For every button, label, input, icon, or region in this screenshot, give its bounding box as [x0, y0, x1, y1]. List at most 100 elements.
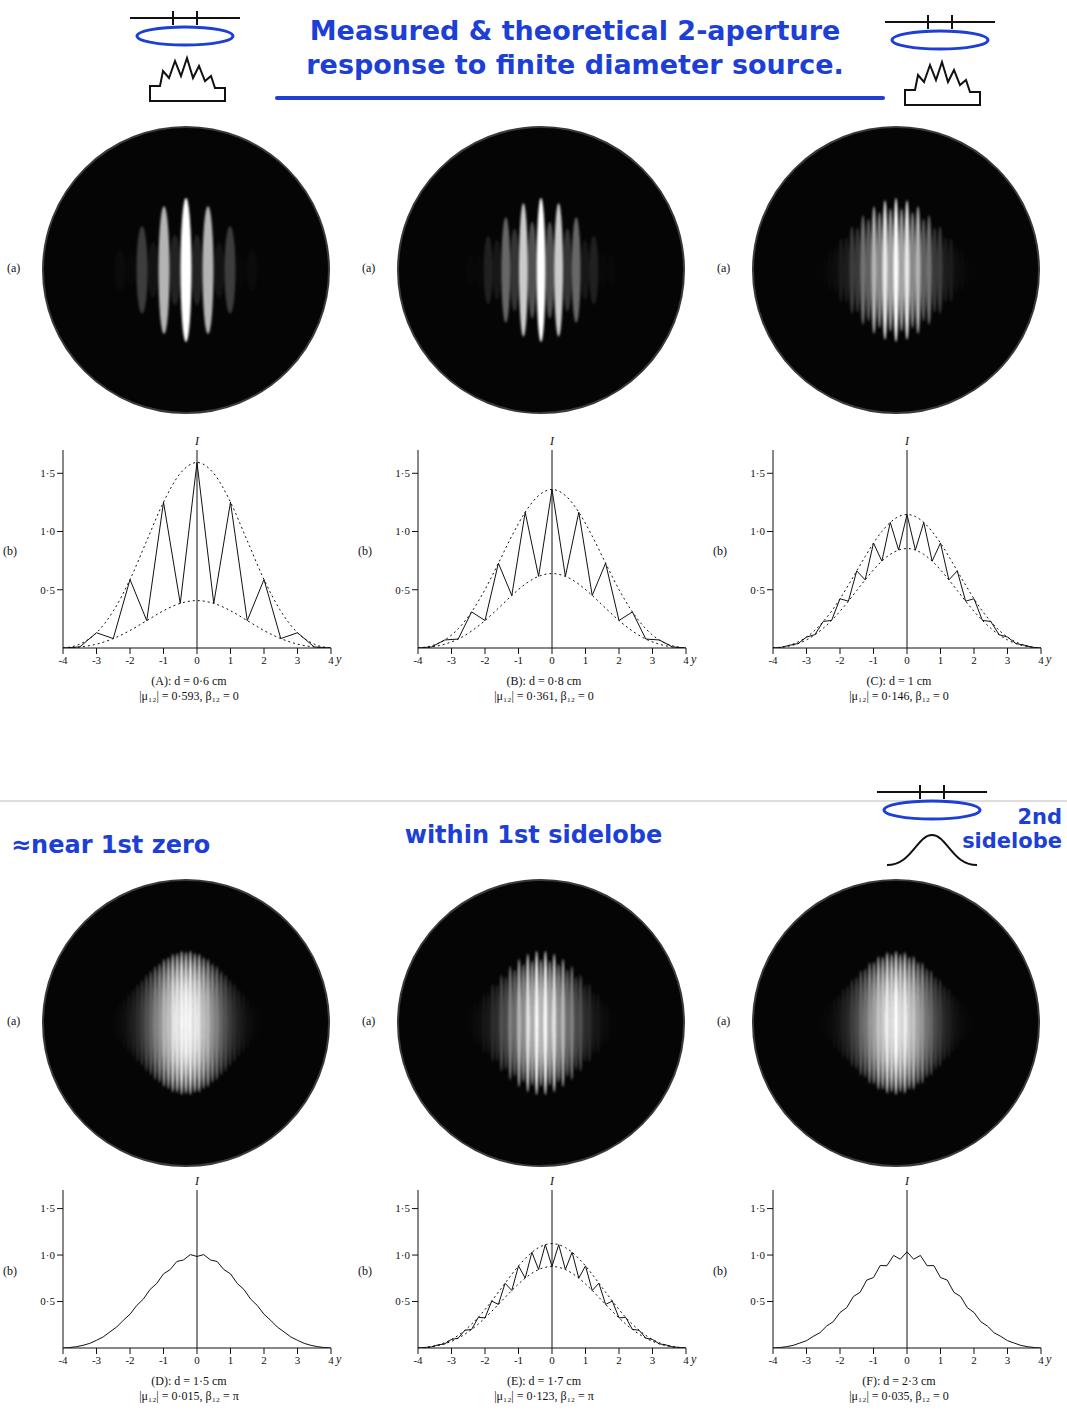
html-text:|μ₁₂| = 0·146, β₁₂ = 0: |μ₁₂| = 0·146, β₁₂ = 0: [849, 689, 949, 703]
svg-text:1: 1: [228, 1354, 234, 1366]
svg-text:2: 2: [261, 1354, 267, 1366]
svg-text:-4: -4: [58, 654, 68, 666]
html-text:(b): (b): [358, 544, 372, 558]
svg-text:3: 3: [650, 654, 656, 666]
svg-text:0·5: 0·5: [40, 1295, 55, 1307]
svg-text:0·5: 0·5: [395, 1295, 410, 1307]
svg-text:-4: -4: [768, 1354, 778, 1366]
svg-text:2: 2: [971, 654, 977, 666]
svg-text:-1: -1: [514, 654, 523, 666]
svg-text:1: 1: [583, 1354, 589, 1366]
svg-text:0·5: 0·5: [40, 584, 55, 596]
svg-text:-1: -1: [159, 1354, 168, 1366]
svg-text:2: 2: [261, 654, 267, 666]
svg-text:I: I: [549, 1174, 555, 1188]
svg-text:0: 0: [194, 1354, 200, 1366]
html-text:≈near 1st zero: ≈near 1st zero: [11, 831, 211, 859]
svg-text:1·5: 1·5: [40, 467, 55, 479]
svg-text:2: 2: [971, 1354, 977, 1366]
svg-text:2: 2: [616, 1354, 622, 1366]
svg-text:-2: -2: [835, 1354, 844, 1366]
svg-text:y: y: [690, 652, 697, 666]
svg-text:4: 4: [328, 654, 334, 666]
svg-text:1·5: 1·5: [395, 467, 410, 479]
svg-text:-2: -2: [835, 654, 844, 666]
svg-text:y: y: [335, 1352, 342, 1366]
svg-text:I: I: [904, 434, 910, 448]
svg-text:4: 4: [1038, 1354, 1044, 1366]
svg-text:-4: -4: [58, 1354, 68, 1366]
html-text:(a): (a): [362, 261, 376, 275]
svg-text:-1: -1: [869, 1354, 878, 1366]
svg-text:0: 0: [549, 654, 555, 666]
svg-text:1: 1: [583, 654, 589, 666]
svg-text:1·0: 1·0: [395, 1249, 410, 1261]
svg-text:y: y: [1045, 652, 1052, 666]
svg-text:-1: -1: [159, 654, 168, 666]
svg-text:y: y: [690, 1352, 697, 1366]
svg-text:1·5: 1·5: [750, 1202, 765, 1214]
svg-text:I: I: [549, 434, 555, 448]
svg-text:1·0: 1·0: [750, 1249, 765, 1261]
svg-text:4: 4: [683, 1354, 689, 1366]
svg-text:-2: -2: [480, 1354, 489, 1366]
svg-text:0: 0: [904, 1354, 910, 1366]
svg-text:-2: -2: [125, 654, 134, 666]
svg-text:4: 4: [1038, 654, 1044, 666]
svg-text:1: 1: [938, 654, 944, 666]
svg-text:-3: -3: [802, 1354, 812, 1366]
svg-text:I: I: [904, 1174, 910, 1188]
html-text:(a): (a): [717, 261, 731, 275]
html-text:|μ₁₂| = 0·593, β₁₂ = 0: |μ₁₂| = 0·593, β₁₂ = 0: [139, 689, 239, 703]
html-text:(B): d = 0·8 cm: (B): d = 0·8 cm: [506, 674, 582, 688]
svg-text:-3: -3: [92, 1354, 102, 1366]
svg-text:3: 3: [650, 1354, 656, 1366]
html-text:(A): d = 0·6 cm: (A): d = 0·6 cm: [151, 674, 227, 688]
html-text:(a): (a): [7, 261, 21, 275]
svg-text:0: 0: [549, 1354, 555, 1366]
svg-text:-3: -3: [92, 654, 102, 666]
svg-text:-3: -3: [447, 1354, 457, 1366]
svg-text:0·5: 0·5: [750, 1295, 765, 1307]
svg-text:-2: -2: [125, 1354, 134, 1366]
svg-text:0: 0: [194, 654, 200, 666]
svg-text:4: 4: [328, 1354, 334, 1366]
svg-text:-2: -2: [480, 654, 489, 666]
svg-text:-1: -1: [869, 654, 878, 666]
svg-text:0: 0: [904, 654, 910, 666]
svg-text:3: 3: [1005, 654, 1011, 666]
html-text:Measured & theoretical 2-apert: Measured & theoretical 2-aperture respon…: [306, 15, 844, 80]
svg-text:-4: -4: [413, 1354, 423, 1366]
svg-text:1·5: 1·5: [395, 1202, 410, 1214]
svg-text:2: 2: [616, 654, 622, 666]
svg-text:1: 1: [938, 1354, 944, 1366]
html-text:within 1st sidelobe: within 1st sidelobe: [404, 821, 663, 849]
html-text:2nd sidelobe: 2nd sidelobe: [962, 805, 1062, 854]
svg-text:1·0: 1·0: [750, 525, 765, 537]
svg-text:3: 3: [295, 654, 301, 666]
svg-text:-3: -3: [447, 654, 457, 666]
svg-text:0·5: 0·5: [395, 584, 410, 596]
html-text:(b): (b): [3, 544, 17, 558]
svg-text:-4: -4: [413, 654, 423, 666]
svg-text:0·5: 0·5: [750, 584, 765, 596]
svg-text:3: 3: [1005, 1354, 1011, 1366]
svg-text:1: 1: [228, 654, 234, 666]
svg-text:1·5: 1·5: [750, 467, 765, 479]
html-text:|μ₁₂| = 0·361, β₁₂ = 0: |μ₁₂| = 0·361, β₁₂ = 0: [494, 689, 594, 703]
svg-text:I: I: [194, 1174, 200, 1188]
html-text:(C): d = 1 cm: (C): d = 1 cm: [866, 674, 932, 688]
html-text:(b): (b): [713, 544, 727, 558]
svg-text:1·0: 1·0: [40, 525, 55, 537]
svg-text:1·5: 1·5: [40, 1202, 55, 1214]
svg-text:1·0: 1·0: [40, 1249, 55, 1261]
svg-text:-1: -1: [514, 1354, 523, 1366]
svg-text:y: y: [1045, 1352, 1052, 1366]
svg-text:-3: -3: [802, 654, 812, 666]
svg-text:-4: -4: [768, 654, 778, 666]
svg-text:4: 4: [683, 654, 689, 666]
svg-text:1·0: 1·0: [395, 525, 410, 537]
svg-text:3: 3: [295, 1354, 301, 1366]
svg-text:I: I: [194, 434, 200, 448]
svg-text:y: y: [335, 652, 342, 666]
